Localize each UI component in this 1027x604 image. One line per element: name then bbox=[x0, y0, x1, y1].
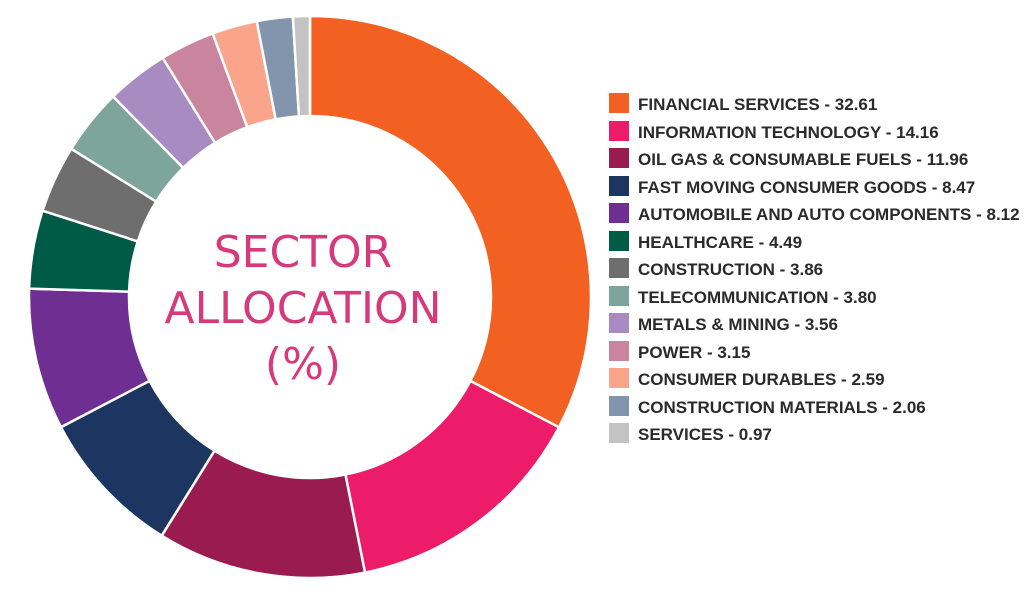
legend-swatch bbox=[609, 340, 629, 361]
legend-item: CONSUMER DURABLES - 2.59 bbox=[609, 368, 1021, 391]
legend-item: POWER - 3.15 bbox=[609, 340, 1021, 364]
legend-item: CONSTRUCTION MATERIALS - 2.06 bbox=[609, 395, 1021, 419]
legend-item: INFORMATION TECHNOLOGY - 14.16 bbox=[609, 120, 1021, 144]
legend-item: OIL GAS & CONSUMABLE FUELS - 11.96 bbox=[609, 148, 1021, 171]
legend-swatch bbox=[609, 423, 629, 443]
chart-title: SECTOR ALLOCATION (%) bbox=[130, 225, 476, 393]
legend-swatch bbox=[609, 148, 629, 168]
legend-label: FAST MOVING CONSUMER GOODS - 8.47 bbox=[638, 177, 976, 197]
legend-swatch bbox=[609, 368, 629, 388]
legend-item: CONSTRUCTION - 3.86 bbox=[609, 258, 1021, 281]
legend-label: INFORMATION TECHNOLOGY - 14.16 bbox=[638, 122, 939, 142]
legend-label: OIL GAS & CONSUMABLE FUELS - 11.96 bbox=[638, 150, 969, 169]
donut-slice-services bbox=[291, 14, 312, 118]
legend-item: FINANCIAL SERVICES - 32.61 bbox=[609, 93, 1021, 116]
legend-swatch bbox=[609, 258, 629, 278]
legend-label: CONSTRUCTION MATERIALS - 2.06 bbox=[638, 397, 926, 417]
legend-label: HEALTHCARE - 4.49 bbox=[638, 232, 803, 252]
legend-item: FAST MOVING CONSUMER GOODS - 8.47 bbox=[609, 175, 1021, 199]
legend-swatch bbox=[609, 93, 629, 113]
donut-slice-financial-services bbox=[308, 14, 593, 430]
legend-swatch bbox=[609, 120, 629, 141]
legend-label: AUTOMOBILE AND AUTO COMPONENTS - 8.12 bbox=[638, 205, 1020, 224]
legend-swatch bbox=[609, 230, 629, 251]
legend-swatch bbox=[609, 175, 629, 196]
chart-title-line-2: ALLOCATION bbox=[164, 283, 442, 334]
legend-label: POWER - 3.15 bbox=[638, 342, 751, 362]
legend-label: SERVICES - 0.97 bbox=[638, 425, 772, 444]
chart-legend: FINANCIAL SERVICES - 32.61 INFORMATION TE… bbox=[609, 93, 1021, 451]
legend-label: TELECOMMUNICATION - 3.80 bbox=[638, 287, 877, 307]
legend-swatch bbox=[609, 313, 629, 333]
legend-label: CONSTRUCTION - 3.86 bbox=[638, 260, 824, 279]
legend-swatch bbox=[609, 203, 629, 223]
donut-slice-information-technology bbox=[343, 379, 561, 575]
legend-label: CONSUMER DURABLES - 2.59 bbox=[638, 370, 885, 389]
legend-item: HEALTHCARE - 4.49 bbox=[609, 230, 1021, 254]
chart-title-line-1: SECTOR bbox=[213, 227, 393, 278]
chart-title-line-3: (%) bbox=[264, 339, 342, 390]
legend-label: FINANCIAL SERVICES - 32.61 bbox=[638, 95, 878, 114]
legend-item: TELECOMMUNICATION - 3.80 bbox=[609, 285, 1021, 309]
legend-swatch bbox=[609, 285, 629, 306]
legend-item: SERVICES - 0.97 bbox=[609, 423, 1021, 446]
legend-item: METALS & MINING - 3.56 bbox=[609, 313, 1021, 336]
legend-label: METALS & MINING - 3.56 bbox=[638, 315, 838, 334]
legend-swatch bbox=[609, 395, 629, 416]
donut-chart bbox=[27, 14, 593, 580]
legend-item: AUTOMOBILE AND AUTO COMPONENTS - 8.12 bbox=[609, 203, 1021, 226]
